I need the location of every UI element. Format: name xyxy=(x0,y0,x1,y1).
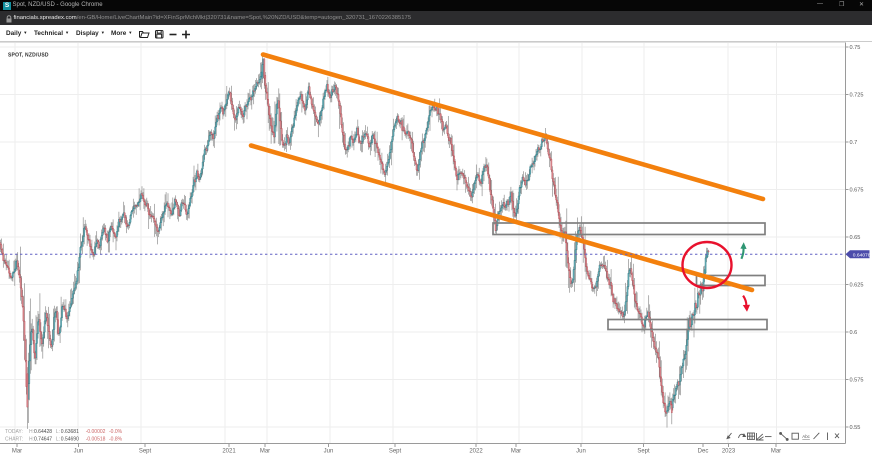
svg-text:0.65: 0.65 xyxy=(850,235,861,241)
svg-text:Mar: Mar xyxy=(260,449,270,455)
svg-text:L:: L: xyxy=(56,436,60,442)
svg-text:H:: H: xyxy=(29,436,34,442)
svg-text:0.55: 0.55 xyxy=(850,425,861,431)
svg-text:Mar: Mar xyxy=(511,449,521,455)
svg-text:-0.00518: -0.00518 xyxy=(86,436,106,442)
svg-text:0.575: 0.575 xyxy=(850,378,864,384)
svg-text:Sept: Sept xyxy=(637,449,650,455)
svg-text:0.64428: 0.64428 xyxy=(34,429,52,435)
svg-text:0.54690: 0.54690 xyxy=(61,436,79,442)
svg-text:-0.00002: -0.00002 xyxy=(86,429,106,435)
svg-text:0.74647: 0.74647 xyxy=(34,436,52,442)
svg-text:Sept: Sept xyxy=(389,449,402,455)
svg-text:0.7: 0.7 xyxy=(850,140,858,146)
svg-text:TODAY:: TODAY: xyxy=(5,429,23,435)
svg-text:0.6: 0.6 xyxy=(850,330,858,336)
svg-text:0.63681: 0.63681 xyxy=(61,429,79,435)
svg-text:SPOT, NZD/USD: SPOT, NZD/USD xyxy=(8,53,49,59)
svg-text:0.75: 0.75 xyxy=(850,45,861,51)
svg-text:Mar: Mar xyxy=(12,449,22,455)
svg-text:Mar: Mar xyxy=(771,449,781,455)
svg-text:-0.8%: -0.8% xyxy=(109,436,123,442)
svg-text:Sept: Sept xyxy=(139,449,152,455)
svg-text:H:: H: xyxy=(29,429,34,435)
svg-text:0.675: 0.675 xyxy=(850,188,864,194)
svg-text:Jun: Jun xyxy=(74,449,84,455)
svg-text:0.64078: 0.64078 xyxy=(853,253,871,259)
svg-text:L:: L: xyxy=(56,429,60,435)
svg-text:0.725: 0.725 xyxy=(850,93,864,99)
svg-text:2022: 2022 xyxy=(469,449,483,455)
svg-text:2023: 2023 xyxy=(722,449,736,455)
svg-text:0.625: 0.625 xyxy=(850,283,864,289)
svg-text:Jun: Jun xyxy=(324,449,334,455)
svg-text:Dec: Dec xyxy=(698,449,709,455)
svg-text:Abc: Abc xyxy=(802,434,810,439)
svg-text:-0.0%: -0.0% xyxy=(109,429,123,435)
svg-text:2021: 2021 xyxy=(222,449,236,455)
svg-text:Jun: Jun xyxy=(576,449,586,455)
svg-text:CHART:: CHART: xyxy=(5,436,23,442)
